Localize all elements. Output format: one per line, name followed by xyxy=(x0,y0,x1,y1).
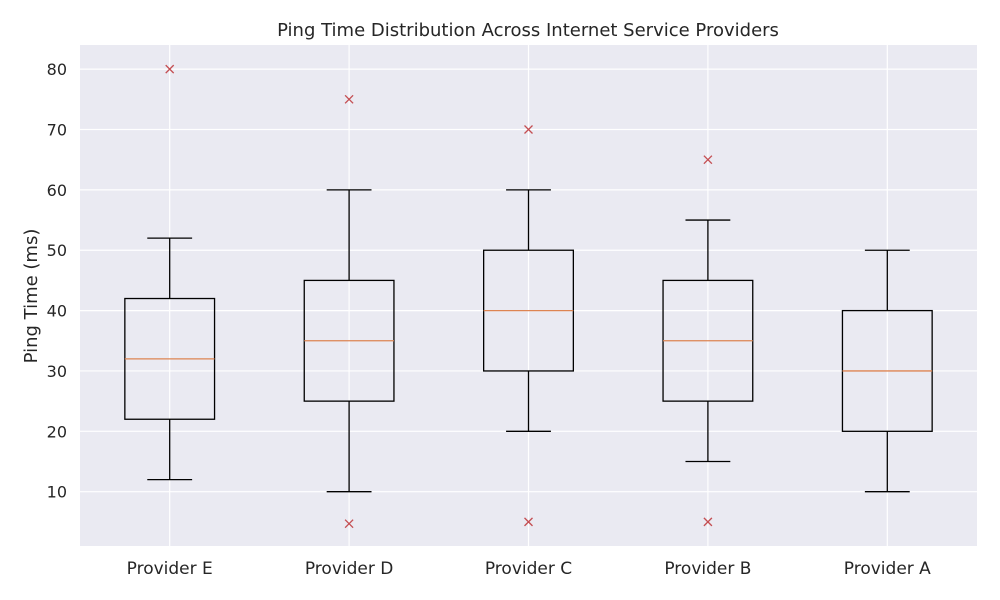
outlier-marker xyxy=(165,64,175,74)
box-1 xyxy=(124,64,216,481)
y-tick-label: 60 xyxy=(47,181,67,200)
boxes xyxy=(124,64,933,529)
chart-title: Ping Time Distribution Across Internet S… xyxy=(277,20,779,41)
y-tick-label: 20 xyxy=(47,422,67,441)
y-tick-label: 30 xyxy=(47,362,67,381)
y-tick-label: 70 xyxy=(47,121,67,140)
x-axis-ticks: Provider E Provider D Provider C Provider B… xyxy=(127,559,932,579)
y-axis-ticks: 10 20 30 40 50 60 70 80 xyxy=(47,60,67,502)
box-5 xyxy=(841,249,933,493)
x-tick-label: Provider D xyxy=(305,559,394,579)
y-tick-label: 80 xyxy=(47,60,67,79)
x-tick-label: Provider C xyxy=(485,559,572,579)
outlier-marker xyxy=(524,125,533,134)
x-tick-label: Provider E xyxy=(127,559,213,579)
x-tick-label: Provider B xyxy=(664,559,751,579)
outlier-marker xyxy=(344,94,354,104)
y-axis-label: Ping Time (ms) xyxy=(21,229,42,364)
outlier-marker xyxy=(524,517,533,527)
y-tick-label: 50 xyxy=(47,241,67,260)
box-4 xyxy=(662,155,754,527)
y-tick-label: 10 xyxy=(47,483,67,502)
outlier-marker xyxy=(703,155,713,165)
box-3 xyxy=(482,125,574,527)
outlier-marker xyxy=(703,517,713,527)
x-tick-label: Provider A xyxy=(844,559,931,579)
box-2 xyxy=(303,94,395,529)
outlier-marker xyxy=(344,519,354,529)
y-tick-label: 40 xyxy=(47,302,67,321)
